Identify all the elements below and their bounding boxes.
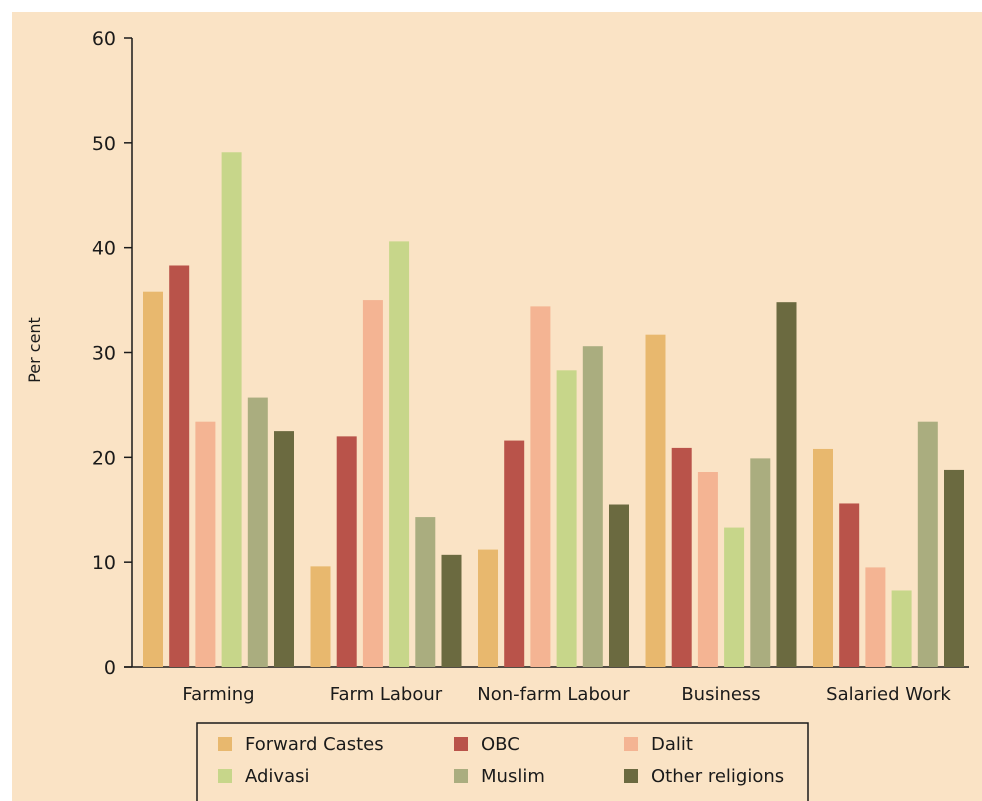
bar bbox=[839, 503, 860, 667]
bar bbox=[274, 431, 294, 667]
legend-label: Forward Castes bbox=[245, 734, 384, 755]
legend-label: Adivasi bbox=[245, 766, 310, 787]
y-axis-title: Per cent bbox=[25, 317, 44, 383]
bar bbox=[697, 472, 718, 667]
bar-chart: Per cent 0 10 20 30 40 50 60 Farming Farm Labour… bbox=[12, 12, 982, 801]
bar bbox=[813, 448, 833, 667]
legend-swatch bbox=[454, 769, 468, 783]
y-tick-label: 0 bbox=[104, 657, 116, 679]
bar bbox=[530, 306, 551, 667]
y-tick-label: 40 bbox=[92, 238, 116, 260]
x-tick-label: Farm Labour bbox=[330, 684, 443, 705]
legend-swatch bbox=[454, 737, 468, 751]
legend-label: Dalit bbox=[651, 734, 693, 755]
y-tick-label: 60 bbox=[92, 28, 116, 50]
bar bbox=[310, 566, 331, 667]
bar bbox=[478, 549, 498, 667]
bar bbox=[776, 302, 797, 667]
x-tick-label: Farming bbox=[182, 684, 254, 705]
bar bbox=[891, 590, 912, 667]
legend: Forward Castes OBC Dalit Adivasi Muslim Other… bbox=[196, 722, 809, 801]
y-tick-label: 30 bbox=[92, 343, 116, 365]
bar bbox=[221, 152, 242, 668]
legend-label: Muslim bbox=[481, 766, 545, 787]
plot-area: 0 10 20 30 40 50 60 Farming Farm Labour Non-farm … bbox=[92, 28, 969, 705]
bar bbox=[582, 346, 603, 667]
legend-swatch bbox=[218, 737, 232, 751]
legend-label: OBC bbox=[481, 734, 520, 755]
bar bbox=[247, 397, 268, 667]
bar bbox=[671, 447, 692, 667]
y-tick-label: 50 bbox=[92, 133, 116, 155]
legend-box bbox=[196, 722, 809, 801]
y-tick-label: 20 bbox=[92, 447, 116, 469]
bar bbox=[362, 300, 383, 667]
y-tick-label: 10 bbox=[92, 552, 116, 574]
legend-swatch bbox=[218, 769, 232, 783]
x-tick-label: Business bbox=[681, 684, 760, 705]
bar bbox=[865, 567, 886, 667]
bar bbox=[441, 554, 462, 667]
bar bbox=[143, 291, 163, 667]
bar bbox=[389, 241, 410, 668]
bar bbox=[944, 469, 964, 667]
bar bbox=[750, 458, 771, 667]
bar bbox=[556, 370, 577, 667]
legend-label: Other religions bbox=[651, 766, 784, 787]
x-tick-label: Salaried Work bbox=[826, 684, 951, 705]
bar bbox=[336, 436, 357, 667]
bar bbox=[917, 421, 938, 667]
bar bbox=[504, 440, 525, 667]
legend-swatch bbox=[624, 769, 638, 783]
bar bbox=[645, 334, 666, 667]
bar bbox=[195, 421, 216, 667]
bar bbox=[415, 517, 436, 667]
legend-swatch bbox=[624, 737, 638, 751]
bar bbox=[724, 527, 745, 667]
bar bbox=[609, 504, 629, 667]
bar bbox=[169, 265, 190, 667]
x-tick-label: Non-farm Labour bbox=[477, 684, 630, 705]
